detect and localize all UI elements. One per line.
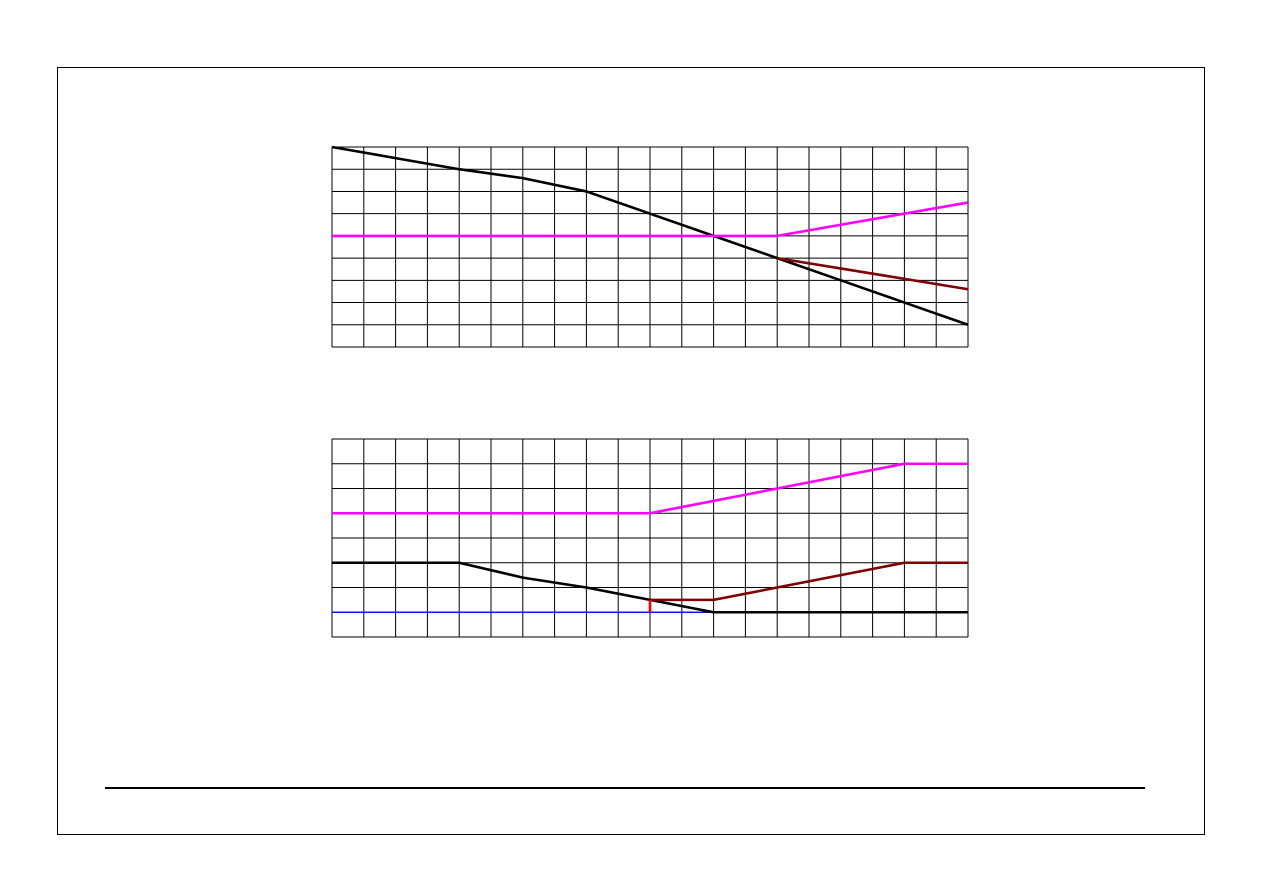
series-line-1-2 (332, 561, 968, 614)
series-line-1-1 (332, 462, 968, 515)
series-line-0-0 (331, 145, 969, 327)
footer-rule (105, 787, 1145, 789)
series-line-0-2 (776, 256, 969, 291)
page-frame (57, 67, 1205, 835)
series-line-1-3 (650, 561, 968, 602)
series-line-0-1 (332, 201, 969, 238)
